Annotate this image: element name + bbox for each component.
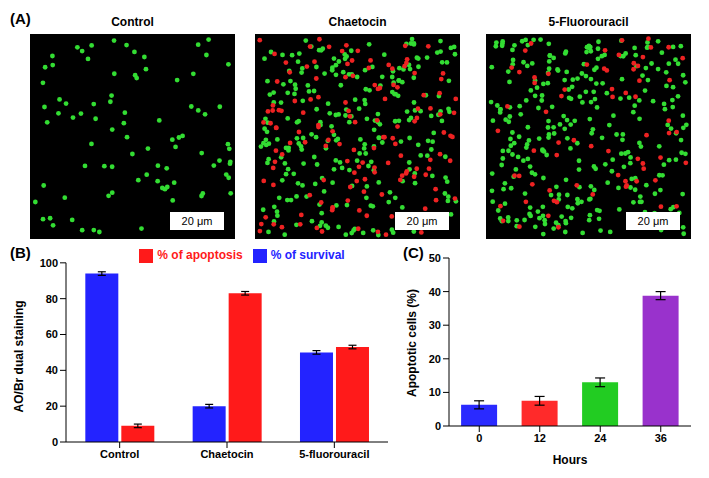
svg-text:0: 0	[476, 432, 482, 444]
svg-text:60: 60	[46, 328, 58, 340]
html-text:(B): (B)	[10, 244, 31, 261]
html-text:% of survival: % of survival	[270, 248, 345, 262]
svg-text:40: 40	[46, 364, 58, 376]
svg-text:Control: Control	[111, 15, 154, 29]
svg-text:20: 20	[429, 353, 441, 365]
svg-text:Chaetocin: Chaetocin	[328, 15, 386, 29]
svg-text:Chaetocin: Chaetocin	[200, 448, 253, 460]
svg-text:0: 0	[52, 436, 58, 448]
html-text:(C): (C)	[403, 244, 424, 261]
svg-text:20 μm: 20 μm	[407, 215, 438, 227]
svg-text:24: 24	[594, 432, 607, 444]
svg-text:5-Fluorouracil: 5-Fluorouracil	[548, 15, 628, 29]
svg-text:5-fluorouracil: 5-fluorouracil	[299, 448, 369, 460]
svg-text:100: 100	[40, 257, 58, 269]
svg-text:80: 80	[46, 293, 58, 305]
svg-text:AO/Br dual staining: AO/Br dual staining	[12, 300, 26, 412]
svg-text:36: 36	[655, 432, 667, 444]
svg-text:10: 10	[429, 386, 441, 398]
svg-text:20 μm: 20 μm	[182, 215, 213, 227]
html-text:% of apoptosis: % of apoptosis	[157, 248, 243, 262]
svg-text:Hours: Hours	[553, 453, 588, 467]
svg-text:(A): (A)	[10, 10, 31, 27]
svg-text:Apoptotic cells (%): Apoptotic cells (%)	[405, 289, 419, 397]
svg-text:20: 20	[46, 400, 58, 412]
svg-text:0: 0	[435, 420, 441, 432]
svg-text:50: 50	[429, 252, 441, 264]
svg-text:Control: Control	[100, 448, 139, 460]
svg-text:40: 40	[429, 286, 441, 298]
svg-text:20 μm: 20 μm	[638, 215, 669, 227]
svg-text:12: 12	[534, 432, 546, 444]
svg-text:30: 30	[429, 319, 441, 331]
